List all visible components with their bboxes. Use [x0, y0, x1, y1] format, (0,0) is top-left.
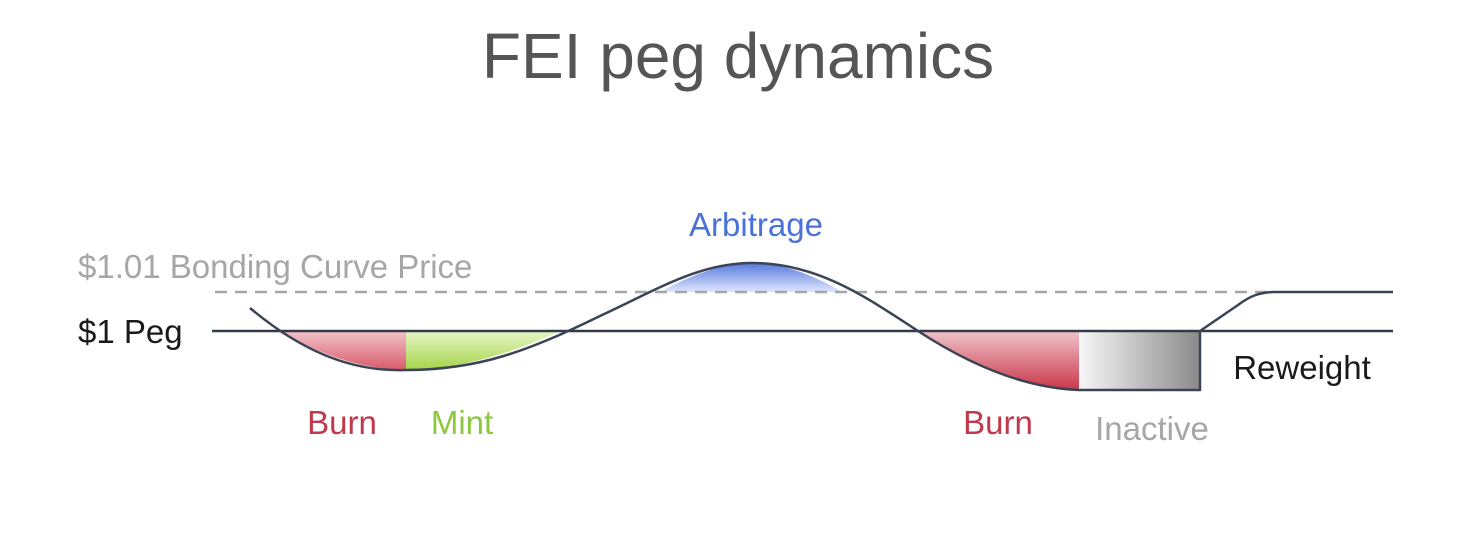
- arbitrage-region: [660, 263, 842, 292]
- arbitrage-label: Arbitrage: [689, 206, 823, 243]
- peg-label: $1 Peg: [78, 313, 183, 350]
- inactive-label: Inactive: [1095, 410, 1209, 447]
- bonding-curve-label: $1.01 Bonding Curve Price: [78, 248, 472, 285]
- mint-label: Mint: [431, 404, 493, 441]
- inactive-region: [1079, 331, 1200, 390]
- burn-label-right: Burn: [963, 404, 1033, 441]
- price-curve: [249, 261, 1393, 392]
- burn-label-left: Burn: [307, 404, 377, 441]
- reweight-label: Reweight: [1233, 349, 1371, 386]
- mint-region: [406, 331, 560, 370]
- burn-region-right: [918, 331, 1079, 390]
- burn-region-left: [280, 331, 406, 370]
- diagram-title: FEI peg dynamics: [482, 20, 994, 92]
